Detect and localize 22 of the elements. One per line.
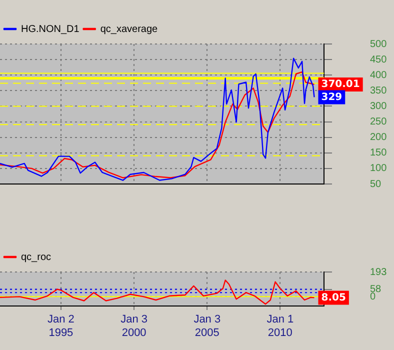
- x-tick-label: Jan 2 1995: [47, 314, 74, 339]
- y-tick-label: 300: [370, 100, 388, 112]
- y-tick-label: 100: [370, 163, 388, 174]
- legend-label: qc_roc: [21, 252, 52, 263]
- y-tick-label: 200: [370, 132, 388, 144]
- y-tick-label: 250: [370, 116, 388, 128]
- y-tick-label: 400: [370, 70, 388, 81]
- legend-label: qc_xaverage: [100, 24, 158, 35]
- annotation: 329: [321, 92, 342, 103]
- y-tick-label: 193: [370, 266, 388, 278]
- y-tick-label: 0: [370, 291, 376, 302]
- x-tick-label: Jan 1 2010: [266, 314, 294, 339]
- legend-label: HG.NON_D1: [21, 24, 80, 35]
- x-tick-label: Jan 3 2000: [120, 314, 148, 339]
- y-tick-label: 500: [370, 38, 388, 50]
- y-tick-label: 50: [370, 178, 382, 190]
- annotation: 370.01: [321, 79, 360, 90]
- y-tick-label: 450: [370, 54, 388, 66]
- y-tick-label: 150: [370, 148, 388, 159]
- x-tick-label: Jan 3 2005: [194, 314, 221, 339]
- annotation: 8.05: [321, 292, 346, 304]
- y-tick-label: 350: [370, 85, 388, 96]
